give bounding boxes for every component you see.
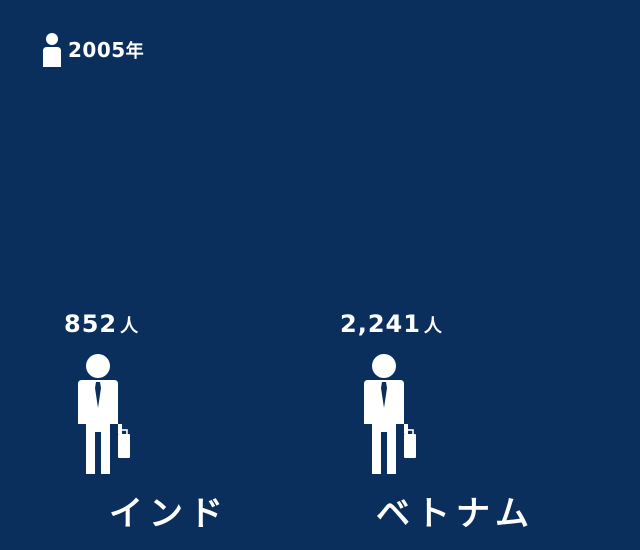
count-value: 2,241 [340,310,421,338]
count-label: 2,241 人 [340,310,442,338]
country-column-india: 852 人インド [64,310,304,550]
legend: 2005年 [42,33,144,67]
figure [70,354,134,482]
count-label: 852 人 [64,310,138,338]
legend-year: 2005年 [68,38,145,62]
country-name: ベトナム [376,494,535,534]
count-unit: 人 [120,316,139,337]
person-icon [43,33,61,67]
businessman-icon-india [78,354,130,474]
country-name: インド [109,494,229,534]
figure [356,354,420,482]
count-value: 852 [64,310,118,338]
country-column-vietnam: 2,241 人ベトナム [340,310,580,550]
businessman-icon-vietnam [364,354,416,474]
count-unit: 人 [423,316,442,337]
